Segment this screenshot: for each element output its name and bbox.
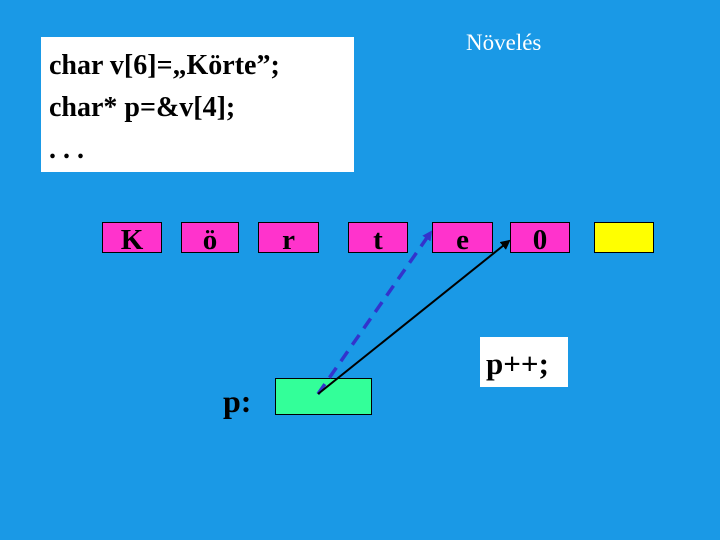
extra-memory-cell: [594, 222, 654, 253]
array-cell-4: e: [432, 222, 493, 256]
code-line-declaration: char v[6]=„Körte”;: [49, 50, 280, 81]
array-cell-0: K: [102, 222, 162, 256]
array-cell-5: 0: [510, 222, 570, 256]
old-pointer-arrow: [316, 230, 433, 396]
pointer-label: p:: [223, 383, 252, 419]
new-pointer-arrow: [317, 239, 511, 395]
increment-operation-box: p++;: [480, 337, 568, 387]
code-line-ellipsis: . . .: [49, 134, 84, 165]
code-box: char v[6]=„Körte”; char* p=&v[4]; . . .: [41, 37, 354, 172]
code-line-pointer: char* p=&v[4];: [49, 92, 236, 123]
array-cell-1: ö: [181, 222, 239, 256]
slide-title: Növelés: [466, 30, 542, 55]
array-cell-3: t: [348, 222, 408, 256]
array-cell-2: r: [258, 222, 319, 256]
